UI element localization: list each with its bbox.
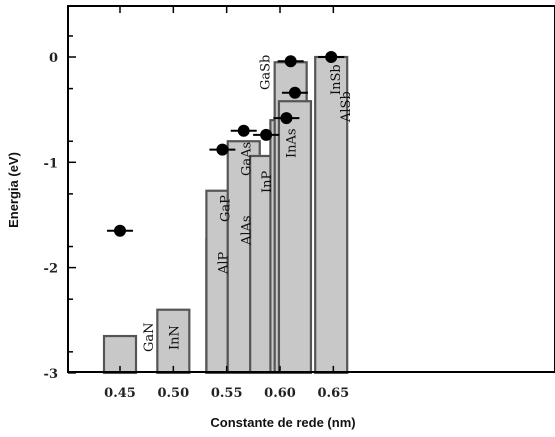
bar-insb	[314, 55, 349, 374]
bar-label-alas: AlAs	[240, 215, 255, 246]
x-tick-label: 0.55	[211, 386, 243, 401]
bar-label-insb: InSb	[329, 64, 344, 95]
ticks-layer: 0.45 0.50 0.55 0.60 0.65 0 -1 -2 -3	[44, 6, 350, 401]
x-tick-label: 0.60	[264, 386, 296, 401]
x-tick-label: 0.65	[318, 386, 350, 401]
bar-label-inas: InAs	[284, 128, 299, 158]
y-tick-label: 0	[49, 51, 58, 66]
data-point	[284, 55, 297, 68]
data-point	[114, 224, 126, 237]
bar-label-alsb: AlSb	[339, 91, 354, 123]
bar-label-inn: InN	[167, 325, 182, 350]
plot-frame	[67, 5, 555, 373]
data-point	[280, 112, 293, 125]
y-tick-label: -3	[44, 367, 58, 382]
bar-label-gap: GaP	[218, 195, 233, 222]
data-point	[237, 124, 250, 137]
data-point	[260, 128, 273, 141]
points-layer	[107, 51, 345, 237]
y-tick-label: -2	[44, 262, 58, 277]
bar-label-gaas: GaAs	[240, 142, 255, 176]
bar-alsb	[277, 100, 313, 375]
bar-label-gan: GaN	[142, 322, 157, 352]
bar-label-gasb: GaSb	[259, 55, 274, 90]
x-axis-title: Constante de rede (nm)	[210, 415, 355, 430]
x-tick-label: 0.45	[104, 386, 136, 401]
y-axis-title: Energia (eV)	[6, 152, 21, 228]
axes-layer	[67, 5, 555, 373]
bar-label-alp: AlP	[216, 251, 231, 275]
data-point	[325, 51, 338, 63]
bars-layer	[102, 55, 349, 375]
x-tick-label: 0.50	[157, 386, 189, 401]
y-tick-label: -1	[44, 156, 58, 171]
data-point	[216, 143, 229, 156]
data-point	[288, 86, 301, 99]
bar-label-inp: InP	[260, 170, 275, 193]
